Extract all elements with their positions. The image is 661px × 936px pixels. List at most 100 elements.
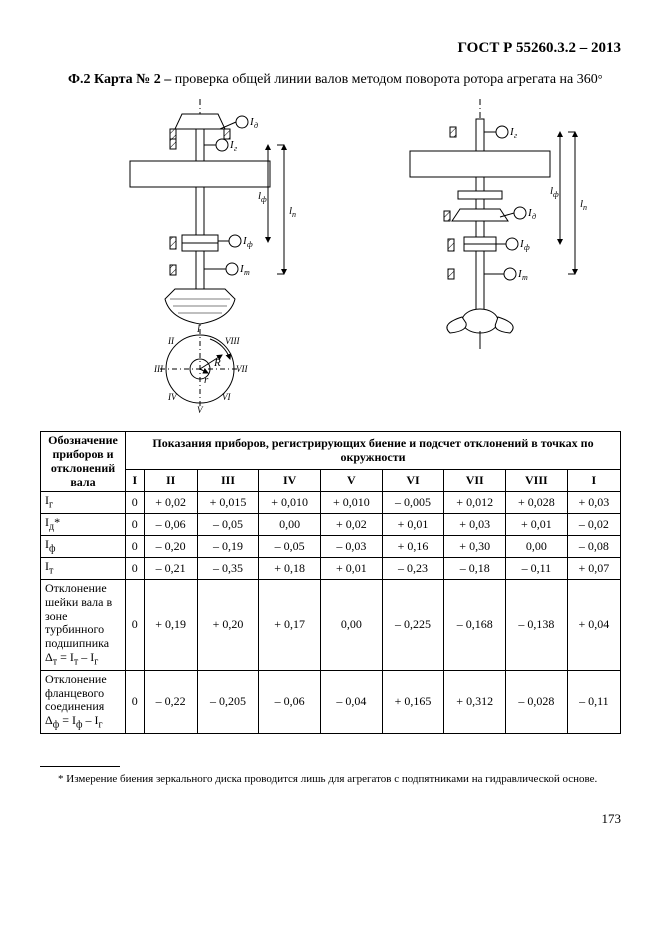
row-label: Отклонение фланцевого соединенияΔф = Iф … (41, 670, 126, 733)
cell: – 0,23 (382, 558, 444, 580)
table-row: Отклонение фланцевого соединенияΔф = Iф … (41, 670, 621, 733)
cell: – 0,03 (321, 536, 383, 558)
col-VI: VI (382, 470, 444, 492)
data-table: Обозначение приборов и отклонений вала П… (40, 431, 621, 734)
svg-text:ф: ф (261, 195, 267, 204)
cell: – 0,21 (144, 558, 197, 580)
label-R: R (213, 357, 221, 369)
cell: + 0,028 (506, 492, 568, 514)
table-row: Iт0– 0,21– 0,35+ 0,18+ 0,01– 0,23– 0,18–… (41, 558, 621, 580)
col-V: V (321, 470, 383, 492)
cell: – 0,028 (506, 670, 568, 733)
row-label: Iт (41, 558, 126, 580)
svg-text:VIII: VIII (225, 336, 240, 346)
svg-text:г: г (514, 131, 517, 140)
cell: 0 (126, 514, 145, 536)
cell: + 0,18 (259, 558, 321, 580)
col-III: III (197, 470, 259, 492)
footnote-text: * Измерение биения зеркального диска про… (40, 773, 621, 787)
cell: – 0,19 (197, 536, 259, 558)
cell: + 0,312 (444, 670, 506, 733)
svg-text:г: г (234, 144, 237, 153)
row-label: Iг (41, 492, 126, 514)
col-II: II (144, 470, 197, 492)
cell: 0 (126, 492, 145, 514)
cell: + 0,04 (567, 579, 620, 670)
cell: + 0,02 (321, 514, 383, 536)
cell: + 0,02 (144, 492, 197, 514)
cell: + 0,19 (144, 579, 197, 670)
svg-text:п: п (292, 210, 296, 219)
label-r: r (204, 374, 209, 386)
col-IV: IV (259, 470, 321, 492)
col-header-label: Обозначение приборов и отклонений вала (41, 432, 126, 492)
svg-text:ф: ф (247, 240, 253, 249)
cell: + 0,16 (382, 536, 444, 558)
figure-caption: Ф.2 Карта № 2 – проверка общей линии вал… (40, 71, 621, 89)
degree-symbol: ° (598, 72, 603, 86)
cell: + 0,03 (567, 492, 620, 514)
caption-prefix: Ф.2 Карта № 2 – (68, 72, 175, 87)
cell: + 0,010 (321, 492, 383, 514)
table-row: Отклонение шейки вала в зоне турбинного … (41, 579, 621, 670)
svg-text:IV: IV (167, 392, 178, 402)
cell: + 0,165 (382, 670, 444, 733)
cell: 0,00 (321, 579, 383, 670)
cell: – 0,225 (382, 579, 444, 670)
cell: + 0,17 (259, 579, 321, 670)
cell: + 0,010 (259, 492, 321, 514)
cell: – 0,11 (506, 558, 568, 580)
cell: + 0,01 (506, 514, 568, 536)
col-VIII: VIII (506, 470, 568, 492)
cell: + 0,07 (567, 558, 620, 580)
cell: + 0,03 (444, 514, 506, 536)
cell: – 0,11 (567, 670, 620, 733)
svg-text:VI: VI (222, 392, 231, 402)
table-row: Iд*0– 0,06– 0,050,00+ 0,02+ 0,01+ 0,03+ … (41, 514, 621, 536)
svg-text:д: д (254, 121, 258, 130)
col-I: I (126, 470, 145, 492)
cell: – 0,35 (197, 558, 259, 580)
cell: 0 (126, 579, 145, 670)
svg-text:III: III (153, 364, 164, 374)
page-number: 173 (40, 811, 621, 827)
col-VII: VII (444, 470, 506, 492)
cell: + 0,20 (197, 579, 259, 670)
cell: + 0,30 (444, 536, 506, 558)
row-label: Iд* (41, 514, 126, 536)
cell: – 0,20 (144, 536, 197, 558)
footnote-rule (40, 766, 120, 767)
cell: – 0,02 (567, 514, 620, 536)
svg-text:т: т (244, 268, 250, 277)
cell: + 0,015 (197, 492, 259, 514)
caption-body: проверка общей линии валов методом повор… (175, 72, 598, 87)
cell: – 0,168 (444, 579, 506, 670)
doc-standard: ГОСТ Р 55260.3.2 – 2013 (40, 40, 621, 57)
cell: 0,00 (506, 536, 568, 558)
col-header-group: Показания приборов, регистрирующих биени… (126, 432, 621, 470)
cell: 0 (126, 670, 145, 733)
cell: + 0,01 (382, 514, 444, 536)
svg-text:ф: ф (524, 243, 530, 252)
cell: – 0,138 (506, 579, 568, 670)
cell: – 0,08 (567, 536, 620, 558)
svg-text:т: т (522, 273, 528, 282)
cell: 0,00 (259, 514, 321, 536)
cell: + 0,01 (321, 558, 383, 580)
row-label: Iф (41, 536, 126, 558)
col-headers-row: I II III IV V VI VII VIII I (41, 470, 621, 492)
cell: – 0,06 (259, 670, 321, 733)
svg-text:V: V (197, 405, 204, 415)
cell: – 0,205 (197, 670, 259, 733)
cell: 0 (126, 558, 145, 580)
svg-text:VII: VII (236, 364, 248, 374)
svg-text:ф: ф (553, 190, 559, 199)
technical-diagram: Iд Iг lп lф Iф Iт (40, 99, 621, 419)
cell: + 0,012 (444, 492, 506, 514)
col-I2: I (567, 470, 620, 492)
cell: – 0,06 (144, 514, 197, 536)
cell: – 0,05 (197, 514, 259, 536)
svg-text:д: д (532, 212, 536, 221)
cell: – 0,18 (444, 558, 506, 580)
cell: – 0,04 (321, 670, 383, 733)
